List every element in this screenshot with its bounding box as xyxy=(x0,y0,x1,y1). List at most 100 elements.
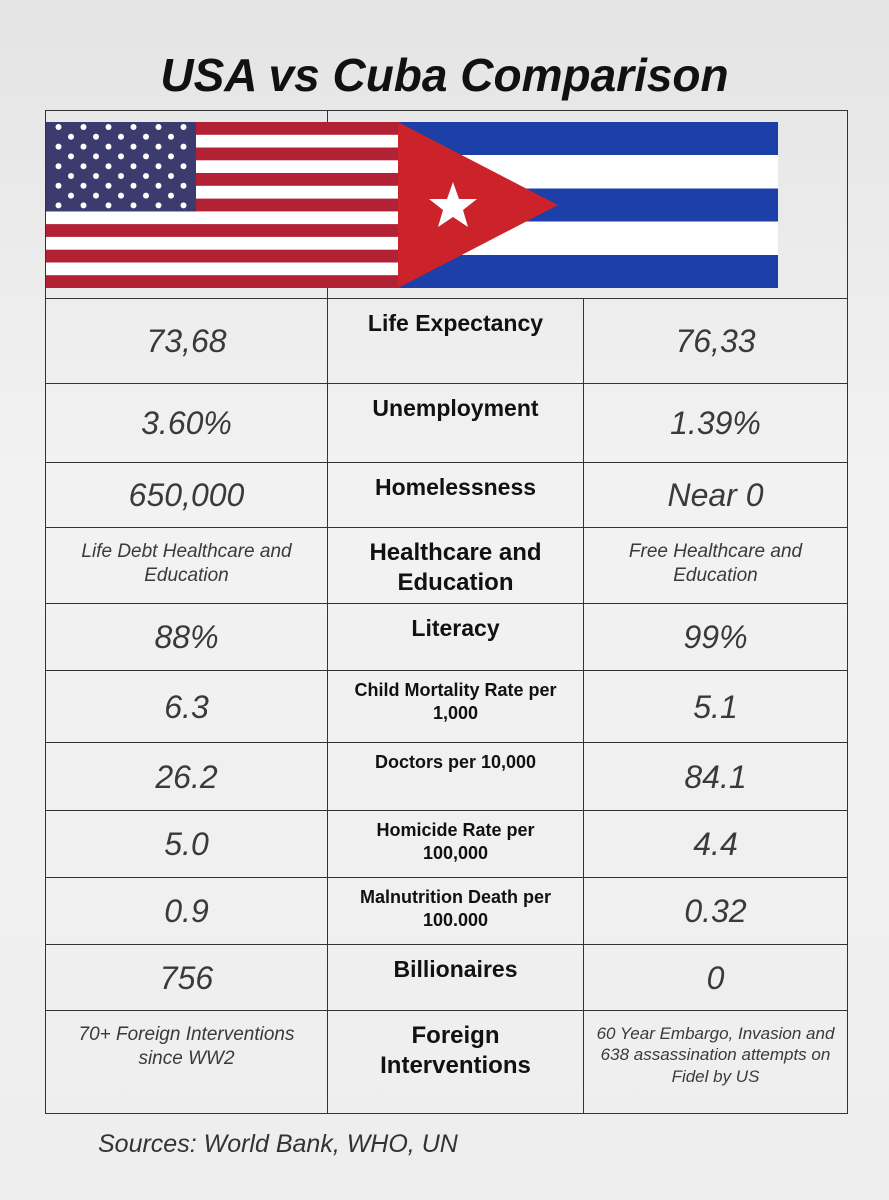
star xyxy=(93,192,99,199)
cuba-value: 60 Year Embargo, Invasion and 638 assass… xyxy=(583,1010,848,1114)
star xyxy=(155,123,162,130)
metric-label: Unemployment xyxy=(327,383,584,463)
star xyxy=(55,201,62,208)
metric-label: Malnutrition Death per 100.000 xyxy=(327,877,584,945)
usa-value: 88% xyxy=(45,603,328,671)
star xyxy=(143,133,149,140)
cuba-flag-cell xyxy=(327,110,848,299)
flag-row xyxy=(45,110,848,299)
table-row: 756 Billionaires 0 xyxy=(45,944,848,1011)
cuba-value: 84.1 xyxy=(583,742,848,811)
star xyxy=(80,123,87,130)
star xyxy=(93,172,99,179)
star xyxy=(93,133,99,140)
star xyxy=(155,182,162,189)
star xyxy=(143,152,149,159)
table-row: 88% Literacy 99% xyxy=(45,603,848,671)
cuba-flag xyxy=(397,121,778,288)
cuba-value: Near 0 xyxy=(583,462,848,528)
star xyxy=(155,162,162,169)
star xyxy=(55,162,62,169)
cuba-value: 0 xyxy=(583,944,848,1011)
metric-label: Child Mortality Rate per 1,000 xyxy=(327,670,584,743)
star xyxy=(118,192,124,199)
metric-label: Life Expectancy xyxy=(327,298,584,384)
table-row: 73,68 Life Expectancy 76,33 xyxy=(45,298,848,384)
metric-label: Foreign Interventions xyxy=(327,1010,584,1114)
cuba-value: 5.1 xyxy=(583,670,848,743)
usa-flag-cell xyxy=(45,110,421,299)
usa-value: 70+ Foreign Interventions since WW2 xyxy=(45,1010,328,1114)
table-row: 6.3 Child Mortality Rate per 1,000 5.1 xyxy=(45,670,848,743)
usa-value: 5.0 xyxy=(45,810,328,878)
star xyxy=(80,162,87,169)
comparison-table: 73,68 Life Expectancy 76,33 3.60% Unemployme… xyxy=(45,110,848,1114)
star xyxy=(68,152,74,159)
usa-flag xyxy=(46,121,421,288)
star xyxy=(130,143,137,150)
star xyxy=(118,152,124,159)
cuba-value: 0.32 xyxy=(583,877,848,945)
table-row: 0.9 Malnutrition Death per 100.000 0.32 xyxy=(45,877,848,945)
usa-value: 73,68 xyxy=(45,298,328,384)
star xyxy=(155,201,162,208)
cuba-value: 4.4 xyxy=(583,810,848,878)
table-row: 5.0 Homicide Rate per 100,000 4.4 xyxy=(45,810,848,878)
usa-value: 650,000 xyxy=(45,462,328,528)
star xyxy=(105,143,112,150)
star xyxy=(68,172,74,179)
star xyxy=(130,123,137,130)
star xyxy=(55,123,62,130)
star xyxy=(180,201,187,208)
star xyxy=(168,192,174,199)
star xyxy=(168,172,174,179)
star xyxy=(130,162,137,169)
star xyxy=(180,123,187,130)
star xyxy=(55,182,62,189)
star xyxy=(180,162,187,169)
star xyxy=(80,143,87,150)
star xyxy=(105,123,112,130)
star xyxy=(155,143,162,150)
cuba-value: 1.39% xyxy=(583,383,848,463)
usa-value: 26.2 xyxy=(45,742,328,811)
table-row: 70+ Foreign Interventions since WW2 Forei… xyxy=(45,1010,848,1114)
table-row: Life Debt Healthcare and Education Health… xyxy=(45,527,848,604)
usa-value: 756 xyxy=(45,944,328,1011)
metric-label: Homicide Rate per 100,000 xyxy=(327,810,584,878)
source: Sources: World Bank, WHO, UN xyxy=(98,1130,458,1158)
cuba-value: 76,33 xyxy=(583,298,848,384)
star xyxy=(118,133,124,140)
usa-value: 6.3 xyxy=(45,670,328,743)
star xyxy=(143,192,149,199)
star xyxy=(80,201,87,208)
usa-value: 0.9 xyxy=(45,877,328,945)
star xyxy=(68,133,74,140)
star xyxy=(105,162,112,169)
star xyxy=(68,192,74,199)
title: USA vs Cuba Comparison xyxy=(160,49,729,101)
star xyxy=(55,143,62,150)
usa-value: 3.60% xyxy=(45,383,328,463)
star xyxy=(105,182,112,189)
star xyxy=(105,201,112,208)
star xyxy=(130,201,137,208)
star xyxy=(168,133,174,140)
metric-label: Homelessness xyxy=(327,462,584,528)
star xyxy=(168,152,174,159)
cuba-value: 99% xyxy=(583,603,848,671)
metric-label: Healthcare and Education xyxy=(327,527,584,604)
cuba-value: Free Healthcare and Education xyxy=(583,527,848,604)
star xyxy=(80,182,87,189)
table-row: 3.60% Unemployment 1.39% xyxy=(45,383,848,463)
star xyxy=(143,172,149,179)
metric-label: Doctors per 10,000 xyxy=(327,742,584,811)
table-row: 650,000 Homelessness Near 0 xyxy=(45,462,848,528)
table-row: 26.2 Doctors per 10,000 84.1 xyxy=(45,742,848,811)
usa-value: Life Debt Healthcare and Education xyxy=(45,527,328,604)
star xyxy=(180,143,187,150)
star xyxy=(118,172,124,179)
metric-label: Literacy xyxy=(327,603,584,671)
metric-label: Billionaires xyxy=(327,944,584,1011)
